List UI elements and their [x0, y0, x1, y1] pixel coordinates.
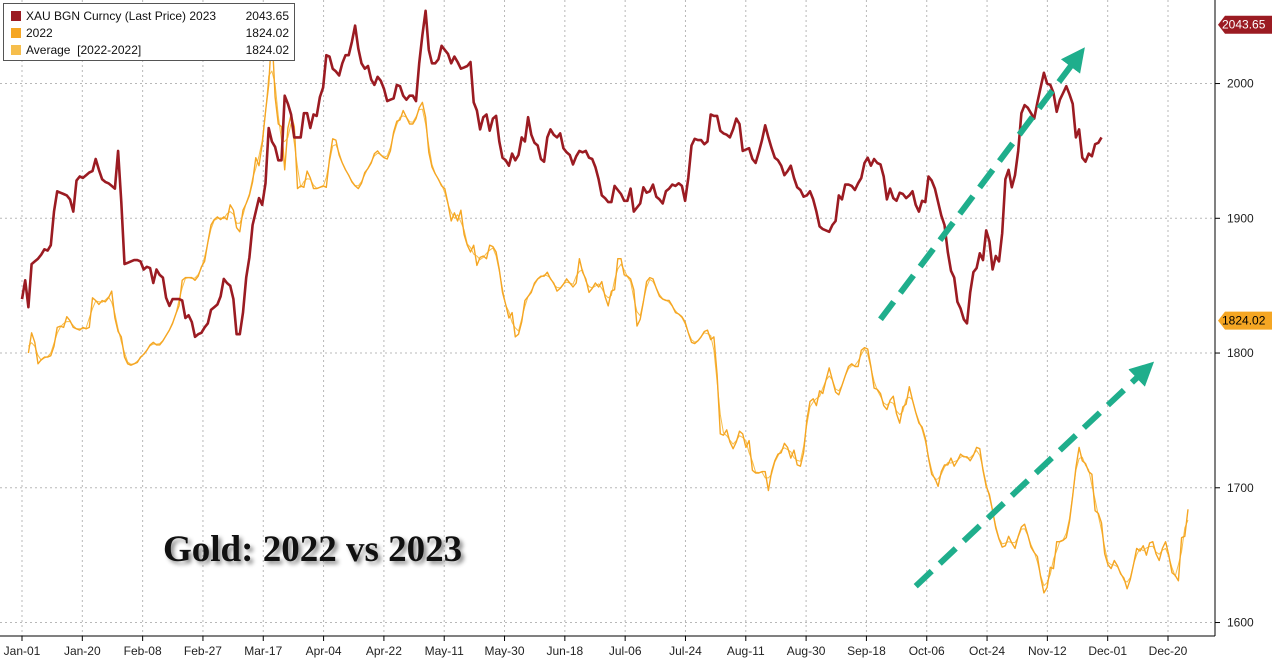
legend-value-average: 1824.02 — [245, 42, 289, 57]
legend-label-2022: 2022 — [26, 25, 53, 40]
chart-legend: XAU BGN Curncy (Last Price) 2023 2043.65… — [3, 3, 295, 61]
x-tick-label: Nov-12 — [1028, 644, 1067, 658]
last-value-tag-bg — [1218, 311, 1272, 330]
x-tick-labels: Jan-01 Jan-20 Feb-08 Feb-27 Mar-17 Apr-04 Apr-… — [4, 644, 1188, 658]
x-tick-label: Apr-22 — [366, 644, 402, 658]
series-line-average — [28, 70, 1189, 587]
x-tick-label: Dec-01 — [1088, 644, 1127, 658]
y-tick-label: 1600 — [1227, 616, 1254, 630]
last-value-tag-label: 1824.02 — [1222, 314, 1266, 328]
x-tick-label: Jun-18 — [546, 644, 583, 658]
x-tick-label: Dec-20 — [1149, 644, 1188, 658]
legend-value-2023: 2043.65 — [245, 8, 289, 23]
x-tick-label: Sep-18 — [847, 644, 886, 658]
x-tick-label: Feb-27 — [184, 644, 222, 658]
axes — [0, 0, 1220, 641]
last-value-tag: 1824.02 — [1218, 311, 1272, 330]
legend-entry-2022: 2022 1824.02 — [11, 24, 289, 41]
legend-label-average: Average [2022-2022] — [26, 42, 142, 57]
legend-swatch-average — [11, 44, 21, 55]
trend-arrow-2023 — [878, 47, 1085, 322]
last-value-tags: 2043.65 1824.02 — [1218, 15, 1272, 330]
x-tick-label: Jan-20 — [64, 644, 101, 658]
x-tick-label: May-11 — [425, 644, 464, 658]
x-tick-label: Jan-01 — [4, 644, 41, 658]
trend-arrow-2022 — [913, 361, 1155, 589]
last-value-tag-label: 2043.65 — [1222, 18, 1266, 32]
legend-entry-2023: XAU BGN Curncy (Last Price) 2023 2043.65 — [11, 7, 289, 24]
x-tick-label: Aug-11 — [727, 644, 765, 658]
series-lines — [20, 9, 1189, 594]
x-tick-label: Apr-04 — [306, 644, 342, 658]
x-tick-label: Oct-06 — [909, 644, 945, 658]
last-value-tag: 2043.65 — [1218, 15, 1272, 34]
series-line-2022 — [27, 30, 1189, 594]
legend-swatch-2022 — [11, 27, 21, 38]
last-value-tag-bg — [1218, 15, 1272, 34]
trend-arrows — [878, 47, 1155, 589]
x-tick-label: Mar-17 — [244, 644, 282, 658]
y-tick-label: 2000 — [1227, 77, 1254, 91]
legend-label-2023: XAU BGN Curncy (Last Price) 2023 — [26, 8, 217, 23]
x-tick-label: Feb-08 — [124, 644, 162, 658]
y-tick-label: 1900 — [1227, 211, 1254, 225]
chart-title: Gold: 2022 vs 2023 — [163, 529, 463, 570]
legend-entry-average: Average [2022-2022] 1824.02 — [11, 41, 289, 58]
x-tick-label: Jul-06 — [609, 644, 642, 658]
y-tick-labels: 1600 1700 1800 1900 2000 — [1227, 77, 1254, 630]
x-tick-label: May-30 — [485, 644, 525, 658]
y-tick-label: 1800 — [1227, 346, 1254, 360]
series-line-2023 — [20, 9, 1103, 339]
y-tick-label: 1700 — [1227, 481, 1254, 495]
legend-swatch-2023 — [11, 10, 21, 21]
gridlines — [0, 0, 1215, 636]
x-tick-label: Jul-24 — [669, 644, 702, 658]
x-tick-label: Oct-24 — [969, 644, 1005, 658]
legend-value-2022: 1824.02 — [245, 25, 289, 40]
x-tick-label: Aug-30 — [787, 644, 826, 658]
